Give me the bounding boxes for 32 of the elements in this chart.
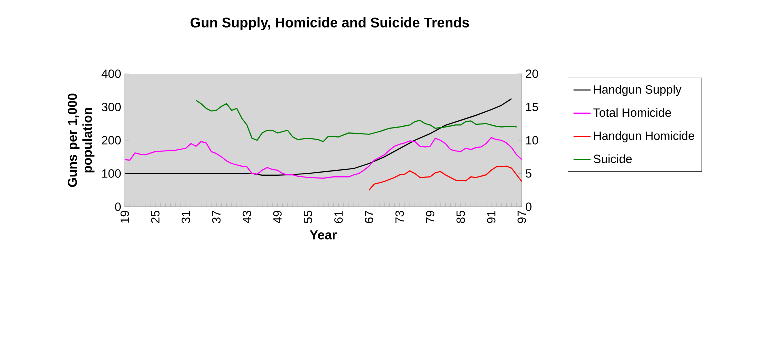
legend-label: Handgun Homicide: [594, 131, 694, 143]
x-tick-label: 85: [456, 211, 466, 224]
x-tick-label: 49: [273, 211, 282, 224]
y2-tick-label: 5: [526, 170, 532, 178]
line-series: [125, 137, 522, 179]
x-tick-label: 43: [242, 211, 252, 224]
legend-label: Suicide: [594, 154, 632, 164]
x-tick-label: 79: [426, 211, 435, 224]
y-axis-title: Guns per 1,000 population: [68, 94, 95, 188]
y2-tick-label: 0: [526, 202, 532, 212]
x-tick-label: 73: [396, 211, 404, 224]
x-tick-label: 19: [120, 211, 130, 223]
y2-tick-label: 20: [526, 70, 538, 78]
x-tick-label: 55: [304, 211, 312, 224]
y-tick-label: 200: [102, 136, 122, 145]
x-tick-label: 37: [212, 211, 221, 224]
x-tick-label: 31: [182, 211, 190, 224]
x-tick-label: 97: [518, 211, 526, 224]
x-tick-label: 91: [487, 211, 496, 224]
y-tick-label: 400: [102, 70, 122, 78]
y-tick-label: 0: [115, 202, 122, 212]
legend-label: Handgun Supply: [594, 85, 682, 96]
y2-tick-label: 15: [526, 103, 538, 112]
legend-label: Total Homicide: [594, 108, 672, 118]
y-tick-label: 300: [102, 103, 122, 112]
y-tick-label: 100: [102, 170, 122, 178]
x-tick-label: 67: [365, 211, 374, 224]
chart-title: Gun Supply, Homicide and Suicide Trends: [190, 17, 470, 30]
x-tick-label: 25: [151, 211, 160, 224]
x-tick-label: 61: [334, 211, 343, 224]
y2-tick-label: 10: [526, 136, 538, 145]
x-axis-title: Year: [310, 230, 337, 240]
